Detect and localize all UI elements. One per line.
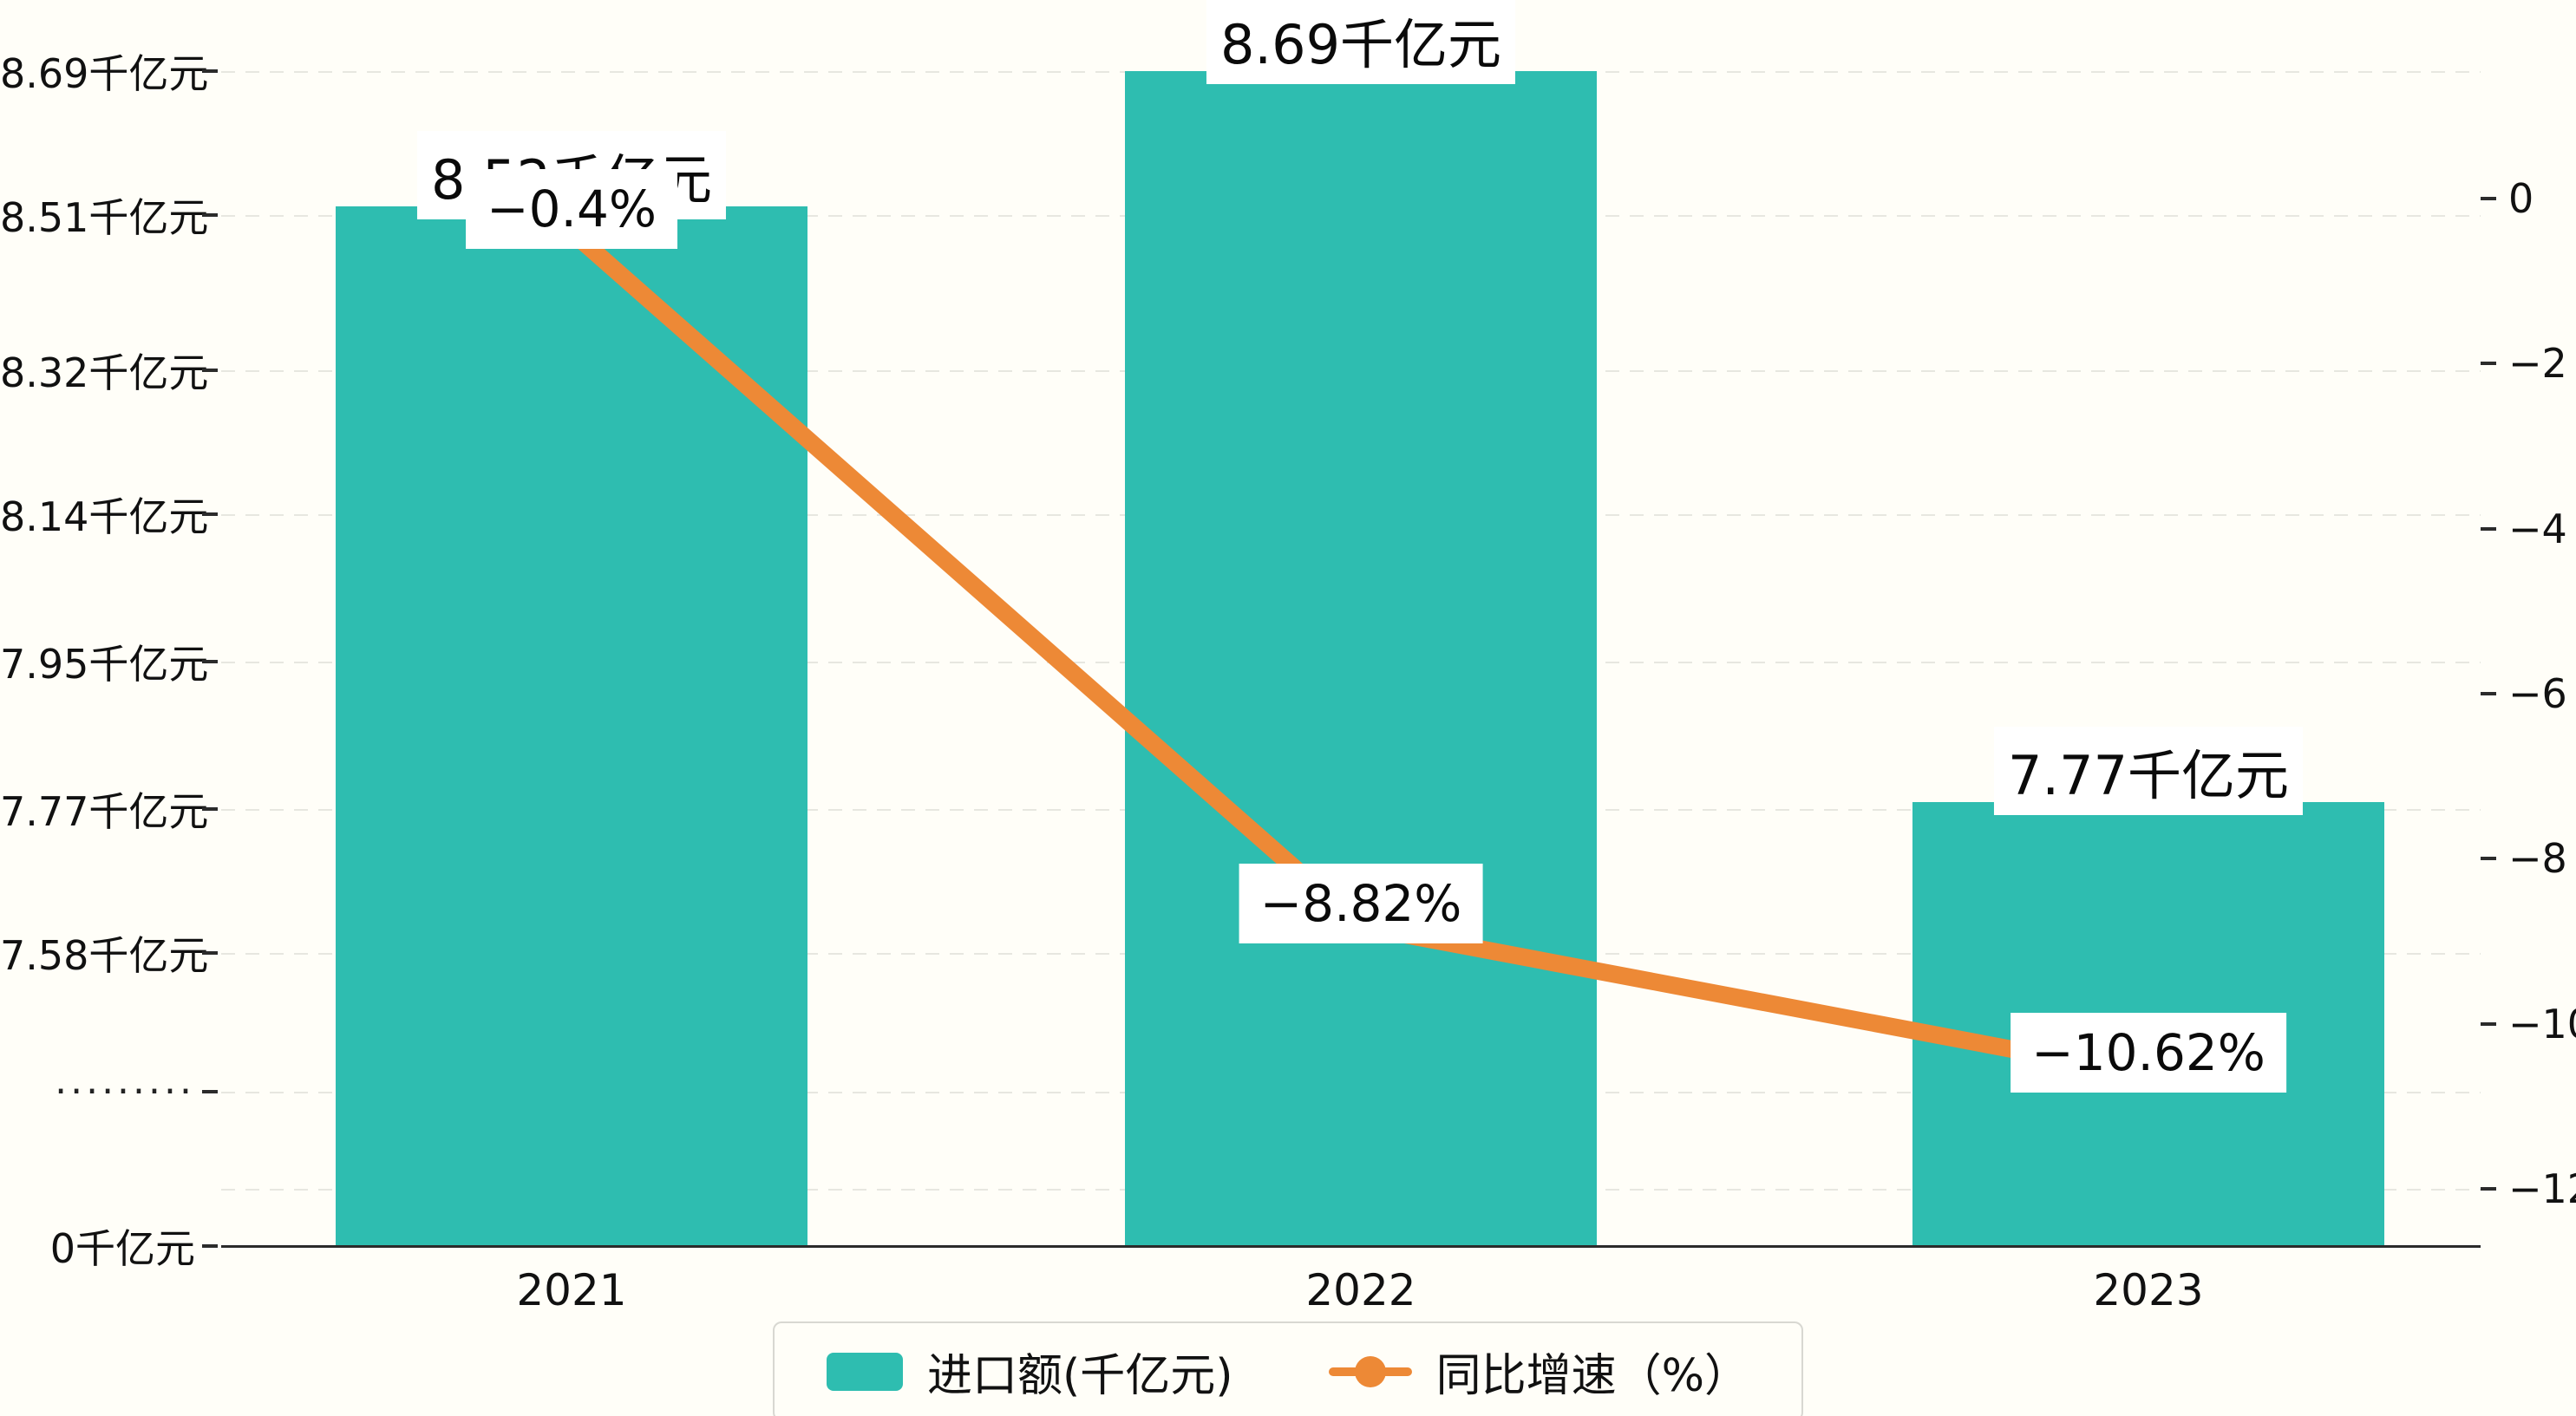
bar-value-label: 8.69千亿元 <box>1206 0 1516 84</box>
legend-label-growth: 同比增速（%） <box>1435 1350 1749 1402</box>
x-axis-label: 2022 <box>1305 1265 1416 1315</box>
left-axis-tick-label: 7.58千亿元 <box>0 932 209 979</box>
left-axis-tick-label: 7.77千亿元 <box>0 788 209 835</box>
legend-line-marker <box>1328 1353 1412 1391</box>
right-axis-tick-label: −4 <box>2508 505 2567 552</box>
left-axis-tick-mark <box>202 807 218 811</box>
right-axis-tick-label: −12 <box>2508 1165 2576 1212</box>
left-axis-tick-label: 8.32千亿元 <box>0 349 209 396</box>
right-axis-tick-mark <box>2481 526 2496 531</box>
right-axis-tick-mark <box>2481 857 2496 861</box>
legend-item-growth[interactable]: 同比增速（%） <box>1328 1339 1749 1404</box>
right-axis-tick-label: −6 <box>2508 670 2567 717</box>
legend: 进口额(千亿元) 同比增速（%） <box>773 1321 1803 1416</box>
left-axis-tick-mark <box>202 512 218 516</box>
legend-line-dot-icon <box>1354 1355 1386 1387</box>
left-axis-tick-label: 8.14千亿元 <box>0 493 209 540</box>
growth-value-label: −10.62% <box>2010 1012 2286 1093</box>
x-axis-label: 2023 <box>2093 1265 2204 1315</box>
left-axis-tick-label: 8.51千亿元 <box>0 194 209 241</box>
left-axis-tick-mark <box>202 1090 218 1093</box>
right-axis-tick-mark <box>2481 197 2496 200</box>
x-axis-label: 2021 <box>516 1265 627 1315</box>
legend-item-imports[interactable]: 进口额(千亿元) <box>827 1339 1233 1404</box>
legend-bar-swatch <box>827 1352 903 1391</box>
right-axis-tick-label: −10 <box>2508 1000 2576 1047</box>
left-axis-tick-label: ········· <box>55 1069 195 1114</box>
growth-value-label: −0.4% <box>466 169 677 250</box>
right-axis-tick-mark <box>2481 362 2496 366</box>
left-axis-tick-mark <box>202 213 218 217</box>
right-axis-tick-label: −2 <box>2508 340 2567 388</box>
left-axis-tick-mark <box>202 369 218 372</box>
left-axis-tick-mark <box>202 951 218 955</box>
right-axis-tick-mark <box>2481 692 2496 695</box>
left-axis-tick-label: 0千亿元 <box>49 1225 195 1272</box>
left-axis-tick-mark <box>202 1244 218 1248</box>
bar-value-label: 7.77千亿元 <box>1993 726 2304 815</box>
right-axis-tick-mark <box>2481 1021 2496 1026</box>
right-axis-tick-label: −8 <box>2508 835 2567 883</box>
left-axis-tick-label: 8.69千亿元 <box>0 50 209 97</box>
left-axis-tick-label: 7.95千亿元 <box>0 641 209 688</box>
growth-value-label: −8.82% <box>1239 864 1483 944</box>
left-axis-tick-mark <box>202 660 218 663</box>
legend-label-imports: 进口额(千亿元) <box>927 1350 1233 1402</box>
x-axis-line <box>221 1245 2481 1248</box>
left-axis-tick-mark <box>202 69 218 73</box>
right-axis-tick-mark <box>2481 1187 2496 1191</box>
right-axis-tick-label: 0 <box>2508 175 2534 222</box>
growth-line <box>563 223 2157 1084</box>
bar-2022[interactable] <box>1125 71 1597 1246</box>
